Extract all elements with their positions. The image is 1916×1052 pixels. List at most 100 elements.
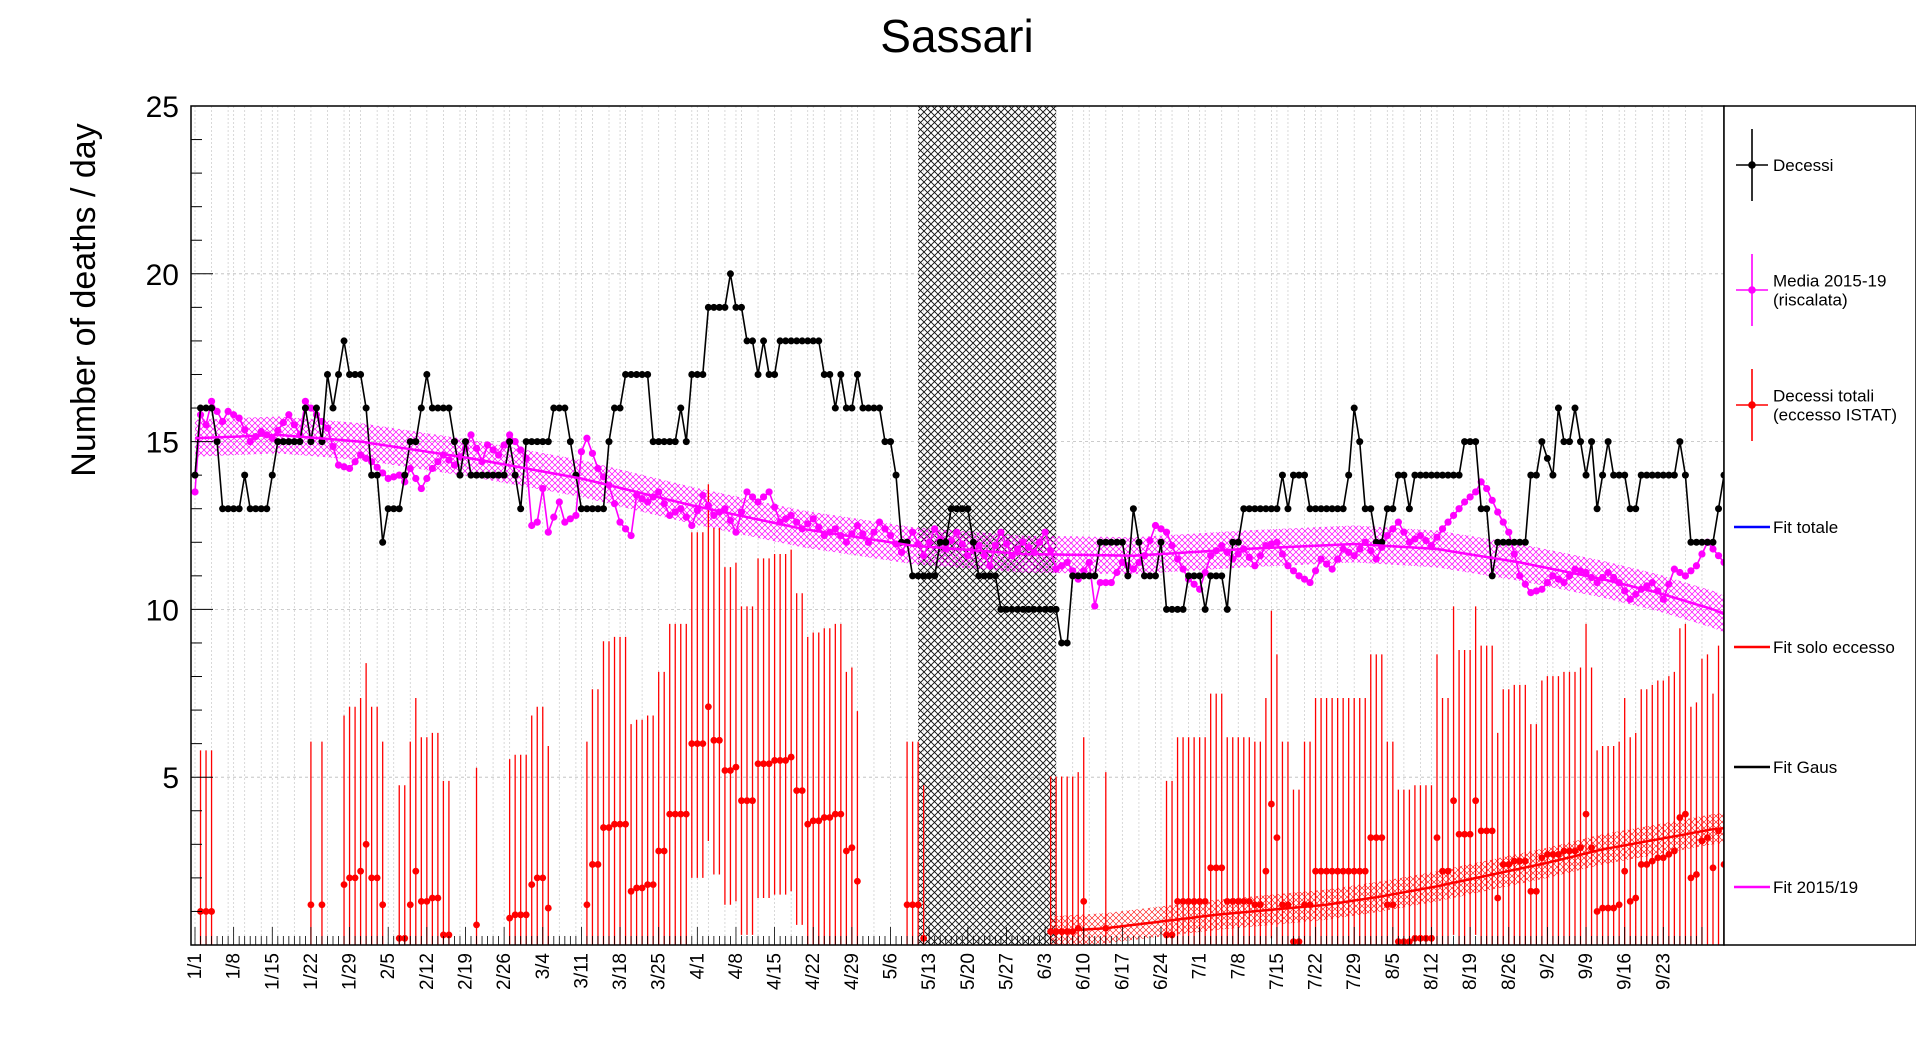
- decessi-point: [925, 572, 933, 580]
- decessi-point: [842, 404, 850, 412]
- media-point: [406, 464, 414, 473]
- decessi-point: [412, 438, 420, 446]
- media-point: [771, 503, 779, 511]
- media-point: [1422, 537, 1430, 545]
- fit-lines: [194, 433, 1724, 933]
- decessi-point: [793, 337, 801, 345]
- eccesso-point: [1444, 867, 1452, 875]
- media-point: [682, 513, 690, 521]
- legend-label: Fit solo eccesso: [1773, 638, 1895, 657]
- media-point: [230, 411, 238, 419]
- decessi-point: [964, 505, 972, 513]
- media-point: [1560, 578, 1568, 587]
- eccesso-point: [1582, 810, 1590, 818]
- decessi-point: [1223, 605, 1231, 613]
- eccesso-point: [782, 757, 790, 764]
- media-point: [710, 511, 718, 520]
- media-point: [1676, 568, 1684, 577]
- decessi-point: [1218, 572, 1226, 580]
- media-point: [1499, 518, 1507, 526]
- eccesso-point: [1488, 827, 1496, 835]
- decessi-point: [1527, 471, 1535, 479]
- media-point: [555, 498, 563, 506]
- decessi-point: [1411, 471, 1419, 479]
- media-point: [804, 520, 812, 528]
- decessi-point: [1715, 505, 1723, 513]
- decessi-point: [864, 404, 872, 412]
- media-point: [1295, 572, 1303, 580]
- decessi-point: [936, 538, 944, 546]
- media-point: [793, 518, 801, 526]
- decessi-point: [1405, 505, 1413, 513]
- decessi-point: [1383, 505, 1391, 513]
- eccesso-point: [1632, 894, 1640, 902]
- eccesso-point: [522, 911, 530, 919]
- eccesso-point: [1566, 847, 1573, 855]
- x-tick-label: 1/1: [185, 953, 206, 979]
- eccesso-point: [357, 867, 364, 875]
- media-point: [1102, 578, 1110, 587]
- decessi-point: [1030, 605, 1038, 613]
- decessi-point: [1229, 538, 1237, 546]
- eccesso-point: [749, 797, 756, 805]
- media-point: [1157, 525, 1165, 533]
- media-point: [1035, 538, 1044, 546]
- eccesso-point: [854, 877, 861, 885]
- media-point: [1472, 488, 1480, 496]
- media-point: [1063, 558, 1071, 567]
- decessi-point: [566, 438, 574, 446]
- media-point: [517, 446, 525, 454]
- decessi-point: [749, 337, 757, 345]
- media-point: [748, 493, 757, 501]
- media-point: [909, 528, 917, 536]
- decessi-point: [942, 538, 950, 546]
- eccesso-point: [1516, 857, 1524, 865]
- eccesso-point: [1626, 897, 1634, 905]
- media-point: [1350, 552, 1358, 560]
- media-point: [986, 562, 994, 570]
- eccesso-point: [1577, 844, 1584, 852]
- x-tick-label: 1/22: [301, 953, 322, 990]
- media-point: [991, 542, 1000, 550]
- eccesso-point: [787, 753, 795, 761]
- eccesso-point: [1218, 864, 1226, 872]
- media-point: [864, 538, 873, 546]
- x-tick-label: 8/19: [1460, 953, 1481, 990]
- eccesso-point: [1637, 861, 1645, 868]
- media-point: [1113, 568, 1121, 577]
- decessi-point: [853, 370, 861, 378]
- decessi-point: [732, 303, 740, 311]
- x-tick-label: 4/1: [687, 953, 708, 979]
- decessi-point: [1444, 471, 1452, 479]
- eccesso-point: [583, 901, 591, 909]
- media-point: [1411, 535, 1419, 543]
- decessi-point: [296, 438, 304, 446]
- eccesso-point: [1670, 847, 1678, 855]
- x-tick-label: 6/10: [1074, 953, 1095, 990]
- media-point: [666, 511, 674, 520]
- eccesso-point: [1483, 827, 1491, 835]
- y-tick-label: 25: [146, 91, 179, 124]
- decessi-point: [776, 337, 784, 345]
- media-point: [1483, 484, 1491, 493]
- media-point: [1080, 567, 1088, 575]
- media-point: [1334, 555, 1342, 563]
- decessi-point: [357, 370, 365, 378]
- decessi-point: [1289, 471, 1297, 479]
- decessi-point: [208, 404, 216, 412]
- decessi-point: [467, 471, 475, 479]
- decessi-point: [837, 370, 845, 378]
- decessi-point: [1306, 505, 1314, 513]
- decessi-point: [1041, 605, 1049, 613]
- media-point: [1532, 587, 1540, 595]
- decessi-point: [997, 605, 1005, 613]
- decessi-point: [1599, 471, 1607, 479]
- decessi-point: [1284, 505, 1292, 513]
- eccesso-point: [1704, 834, 1711, 842]
- media-point: [809, 515, 817, 523]
- decessi-point: [677, 404, 685, 412]
- eccesso-point: [765, 760, 773, 768]
- media-point: [351, 458, 359, 466]
- decessi-point: [1267, 505, 1275, 513]
- media-point: [1201, 568, 1209, 577]
